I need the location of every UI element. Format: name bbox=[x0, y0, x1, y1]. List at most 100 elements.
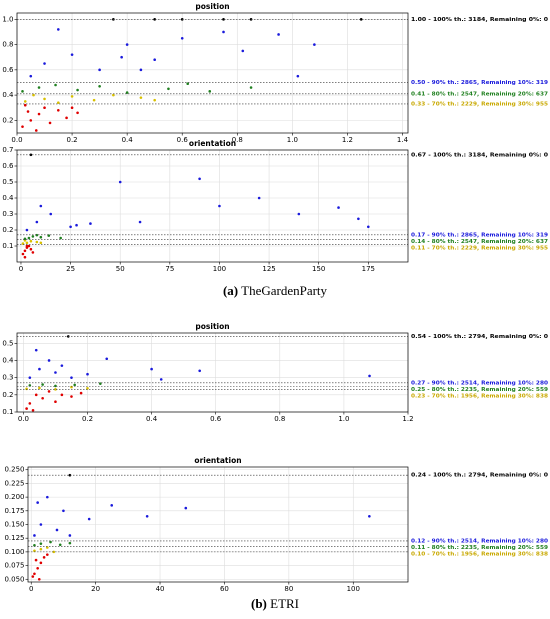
point bbox=[54, 400, 57, 403]
point bbox=[198, 177, 201, 181]
point bbox=[59, 236, 62, 240]
point bbox=[58, 543, 62, 547]
point bbox=[76, 88, 79, 92]
y-tick-label: 0.4 bbox=[2, 91, 14, 99]
point bbox=[180, 36, 184, 40]
point bbox=[21, 125, 24, 128]
point bbox=[46, 546, 49, 549]
point bbox=[54, 388, 57, 391]
point bbox=[26, 110, 30, 113]
x-tick-label: 100 bbox=[347, 585, 360, 593]
point bbox=[112, 93, 115, 97]
point bbox=[35, 233, 39, 237]
point bbox=[368, 374, 371, 378]
x-tick-label: 0.8 bbox=[274, 415, 285, 423]
x-tick-label: 1.0 bbox=[338, 415, 349, 423]
point bbox=[39, 547, 43, 551]
point bbox=[54, 371, 57, 374]
point bbox=[57, 101, 60, 104]
point bbox=[198, 369, 201, 373]
y-tick-label: 0.6 bbox=[2, 66, 14, 74]
plot-title: position bbox=[195, 2, 229, 11]
point bbox=[38, 386, 41, 390]
point bbox=[31, 235, 35, 238]
point bbox=[241, 49, 245, 53]
y-tick-label: 0.5 bbox=[2, 178, 13, 186]
x-tick-label: 0.8 bbox=[232, 136, 243, 144]
threshold-label: 0.27 - 90% th.: 2514, Remaining 10%: 280 bbox=[411, 380, 548, 386]
x-tick-label: 0.6 bbox=[177, 136, 189, 144]
point bbox=[98, 68, 101, 72]
threshold-label: 0.54 - 100% th.: 2794, Remaining 0%: 0 bbox=[411, 334, 548, 340]
point bbox=[150, 367, 153, 371]
caption: (b) ETRI bbox=[251, 596, 299, 611]
point bbox=[35, 240, 39, 244]
y-tick-label: 0.4 bbox=[2, 194, 14, 202]
point bbox=[357, 217, 360, 221]
y-tick-label: 0.6 bbox=[2, 162, 14, 170]
point bbox=[34, 348, 38, 352]
point bbox=[47, 390, 51, 393]
x-tick-label: 75 bbox=[165, 265, 174, 273]
y-tick-label: 0.125 bbox=[4, 534, 24, 542]
threshold-label: 0.11 - 70% th.: 2229, Remaining 30%: 955 bbox=[411, 245, 548, 251]
point bbox=[34, 393, 38, 397]
threshold-label: 0.17 - 90% th.: 2865, Remaining 10%: 319 bbox=[411, 232, 548, 238]
point bbox=[39, 561, 43, 565]
point bbox=[21, 252, 25, 256]
point bbox=[27, 236, 31, 240]
point bbox=[70, 95, 74, 98]
point bbox=[23, 249, 27, 253]
point bbox=[43, 106, 46, 110]
x-tick-label: 150 bbox=[312, 265, 325, 273]
point bbox=[62, 509, 65, 513]
point bbox=[139, 96, 143, 99]
point bbox=[33, 572, 36, 576]
point bbox=[68, 534, 72, 537]
y-tick-label: 0.225 bbox=[4, 479, 24, 487]
plot-frame bbox=[16, 149, 409, 263]
x-tick-label: 125 bbox=[262, 265, 275, 273]
x-tick-label: 0 bbox=[19, 265, 23, 273]
point bbox=[25, 407, 28, 410]
point bbox=[297, 212, 301, 216]
point bbox=[29, 119, 33, 122]
x-tick-label: 100 bbox=[213, 265, 226, 273]
x-tick-label: 0.2 bbox=[82, 415, 93, 423]
y-tick-label: 0.8 bbox=[2, 41, 13, 49]
point bbox=[153, 18, 156, 21]
threshold-label: 0.25 - 80% th.: 2235, Remaining 20%: 559 bbox=[411, 387, 548, 393]
point bbox=[36, 501, 39, 504]
caption-label: (b) bbox=[251, 596, 267, 611]
point bbox=[25, 244, 29, 248]
y-tick-label: 1.0 bbox=[2, 15, 13, 23]
threshold-label: 0.11 - 80% th.: 2235, Remaining 20%: 559 bbox=[411, 545, 548, 551]
y-tick-label: 0.075 bbox=[4, 562, 24, 570]
point bbox=[37, 112, 41, 116]
point bbox=[33, 534, 36, 537]
point bbox=[105, 357, 109, 361]
point bbox=[79, 391, 83, 395]
point bbox=[27, 244, 31, 248]
point bbox=[184, 506, 188, 510]
point bbox=[33, 544, 36, 547]
point bbox=[73, 383, 76, 387]
point bbox=[43, 62, 46, 65]
point bbox=[39, 204, 43, 208]
point bbox=[25, 241, 29, 245]
y-tick-label: 0.5 bbox=[2, 339, 13, 347]
threshold-label: 0.14 - 80% th.: 2547, Remaining 20%: 637 bbox=[411, 239, 548, 245]
point bbox=[55, 528, 59, 532]
x-tick-label: 40 bbox=[156, 585, 165, 593]
y-tick-label: 0.4 bbox=[2, 356, 14, 364]
point bbox=[167, 87, 170, 91]
y-tick-label: 0.050 bbox=[4, 575, 24, 583]
point bbox=[57, 108, 60, 112]
y-tick-label: 0.150 bbox=[4, 521, 24, 529]
point bbox=[68, 541, 72, 545]
threshold-label: 0.24 - 100% th.: 2794, Remaining 0%: 0 bbox=[411, 473, 548, 479]
point bbox=[28, 376, 32, 379]
point bbox=[125, 43, 129, 46]
point bbox=[120, 55, 123, 59]
